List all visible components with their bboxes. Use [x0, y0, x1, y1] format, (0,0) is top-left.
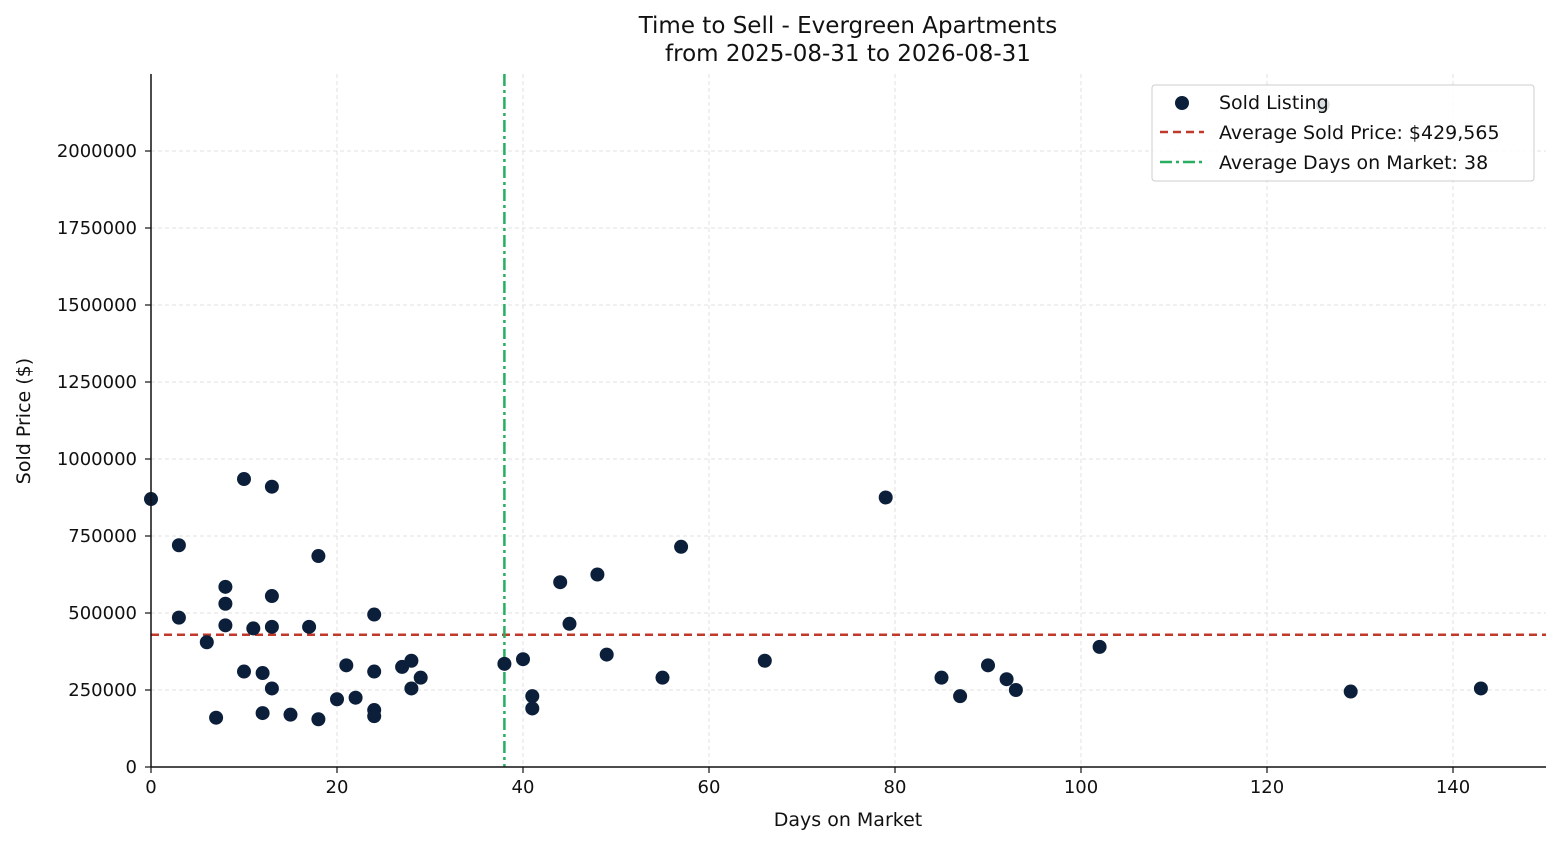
data-point — [404, 681, 419, 696]
x-tick-label: 100 — [1064, 777, 1098, 798]
data-point — [367, 664, 382, 679]
data-point — [1092, 639, 1107, 654]
data-point — [302, 619, 317, 634]
data-point — [413, 670, 428, 685]
data-point — [674, 539, 689, 554]
data-point — [367, 607, 382, 622]
data-point — [981, 658, 995, 673]
data-point — [339, 658, 354, 673]
data-point — [330, 692, 344, 707]
data-point — [553, 575, 568, 590]
x-tick-label: 0 — [145, 777, 156, 798]
data-point — [255, 666, 270, 681]
data-point — [1473, 681, 1488, 696]
legend-label-average-price: Average Sold Price: $429,565 — [1219, 122, 1500, 144]
legend-label-average-days: Average Days on Market: 38 — [1219, 152, 1488, 174]
data-point — [171, 538, 186, 553]
y-tick-label: 750000 — [68, 526, 137, 547]
x-tick-label: 120 — [1250, 777, 1284, 798]
chart-subtitle: from 2025-08-31 to 2026-08-31 — [665, 41, 1031, 67]
data-point — [283, 707, 298, 722]
y-tick-label: 1000000 — [57, 449, 137, 470]
data-point — [1008, 683, 1023, 697]
data-point — [218, 596, 233, 611]
data-points — [144, 97, 1488, 727]
y-tick-label: 500000 — [68, 603, 137, 624]
data-point — [218, 618, 233, 633]
data-point — [264, 681, 279, 696]
data-point — [516, 652, 530, 667]
data-point — [209, 710, 224, 725]
data-point — [199, 635, 214, 650]
y-tick-label: 1250000 — [57, 372, 137, 393]
legend-label-sold-listing: Sold Listing — [1219, 92, 1329, 114]
x-tick-label: 80 — [884, 777, 907, 798]
y-axis-title: Sold Price ($) — [13, 358, 35, 484]
chart-title: Time to Sell - Evergreen Apartments — [638, 13, 1058, 39]
y-tick-label: 250000 — [68, 680, 137, 701]
data-point — [218, 579, 233, 594]
data-point — [237, 472, 251, 487]
data-point — [934, 670, 949, 685]
data-point — [311, 712, 326, 727]
reference-lines — [151, 74, 1546, 767]
data-point — [246, 621, 261, 636]
data-point — [237, 664, 251, 679]
data-point — [171, 610, 186, 625]
data-point — [264, 479, 279, 494]
data-point — [757, 653, 772, 668]
data-point — [497, 656, 512, 671]
data-point — [367, 709, 382, 724]
data-point — [311, 549, 326, 564]
data-point — [953, 689, 968, 704]
data-point — [878, 490, 893, 505]
x-axis-title: Days on Market — [774, 809, 922, 831]
data-point — [525, 689, 540, 704]
y-tick-label: 1500000 — [57, 295, 137, 316]
data-point — [562, 616, 577, 631]
data-point — [655, 670, 670, 685]
legend-marker-sold-listing — [1175, 96, 1189, 110]
data-point — [264, 619, 279, 634]
data-point — [590, 567, 605, 582]
tick-labels: 0 20 40 60 80 100 120 140 0 250000 500000 750000 100… — [57, 141, 1470, 798]
x-tick-label: 20 — [326, 777, 349, 798]
x-tick-label: 60 — [698, 777, 721, 798]
y-tick-label: 2000000 — [57, 141, 137, 162]
data-point — [525, 701, 540, 716]
x-tick-label: 140 — [1436, 777, 1470, 798]
data-point — [404, 653, 419, 668]
data-point — [1343, 684, 1358, 699]
legend: Sold Listing Average Sold Price: $429,56… — [1151, 84, 1535, 182]
x-tick-label: 40 — [512, 777, 535, 798]
data-point — [255, 706, 270, 721]
y-tick-label: 0 — [126, 757, 137, 778]
data-point — [999, 672, 1014, 687]
legend-box — [1151, 84, 1535, 182]
data-point — [599, 647, 614, 662]
data-point — [264, 589, 279, 604]
y-tick-label: 1750000 — [57, 218, 137, 239]
data-point — [348, 690, 363, 705]
axes — [145, 74, 1546, 773]
